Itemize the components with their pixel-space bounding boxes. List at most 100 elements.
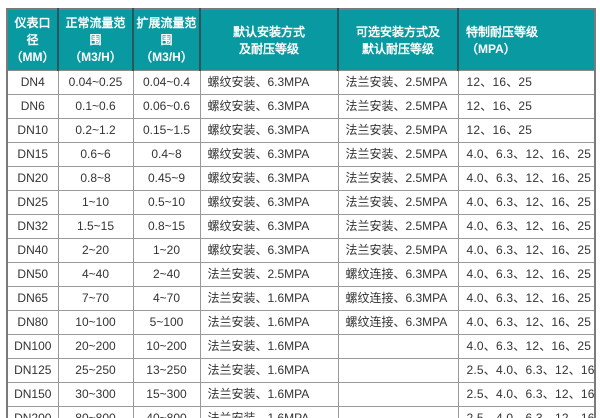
table-row: DN6 0.1~0.6 0.06~0.6 螺纹安装、6.3MPA 法兰安装、2.… — [6, 94, 596, 119]
cell-optional-install — [337, 406, 459, 418]
cell-diameter: DN200 — [6, 406, 59, 418]
cell-diameter: DN100 — [6, 334, 59, 359]
cell-diameter: DN125 — [6, 358, 59, 383]
table-row: DN200 80~800 40~800 法兰安装、1.6MPA 2.5、4.0、… — [6, 406, 596, 418]
cell-default-install: 螺纹安装、6.3MPA — [199, 70, 339, 95]
table-row: DN10 0.2~1.2 0.15~1.5 螺纹安装、6.3MPA 法兰安装、2… — [6, 118, 596, 143]
cell-optional-install: 螺纹连接、6.3MPA — [337, 262, 459, 287]
cell-extended-range: 0.15~1.5 — [132, 118, 201, 143]
cell-diameter: DN40 — [6, 238, 59, 263]
table-body: DN4 0.04~0.25 0.04~0.4 螺纹安装、6.3MPA 法兰安装、… — [6, 70, 596, 418]
cell-extended-range: 0.45~9 — [132, 166, 201, 191]
table-row: DN50 4~40 2~40 法兰安装、2.5MPA 螺纹连接、6.3MPA 4… — [6, 262, 596, 287]
cell-default-install: 法兰安装、1.6MPA — [199, 382, 339, 407]
cell-diameter: DN50 — [6, 262, 59, 287]
cell-optional-install — [337, 358, 459, 383]
table-row: DN65 7~70 4~70 法兰安装、1.6MPA 螺纹连接、6.3MPA 4… — [6, 286, 596, 311]
cell-special-pressure: 4.0、6.3、12、16、25 — [457, 310, 596, 335]
table-row: DN4 0.04~0.25 0.04~0.4 螺纹安装、6.3MPA 法兰安装、… — [6, 70, 596, 95]
cell-extended-range: 0.4~8 — [132, 142, 201, 167]
col-header-diameter-line2: （MM） — [10, 50, 55, 64]
cell-diameter: DN6 — [6, 94, 59, 119]
table-row: DN25 1~10 0.5~10 螺纹安装、6.3MPA 法兰安装、2.5MPA… — [6, 190, 596, 215]
cell-optional-install: 法兰安装、2.5MPA — [337, 142, 459, 167]
col-header-extended-range: 扩展流量范围 （M3/H） — [132, 9, 200, 71]
cell-default-install: 螺纹安装、6.3MPA — [199, 190, 339, 215]
cell-extended-range: 0.06~0.6 — [132, 94, 201, 119]
cell-default-install: 螺纹安装、6.3MPA — [199, 118, 339, 143]
cell-special-pressure: 12、16、25 — [457, 94, 596, 119]
cell-special-pressure: 2.5、4.0、6.3、12、16 — [457, 382, 596, 407]
cell-optional-install — [337, 382, 459, 407]
cell-diameter: DN150 — [6, 382, 59, 407]
cell-extended-range: 5~100 — [132, 310, 201, 335]
col-header-optional-install-line1: 可选安装方式及 — [355, 24, 440, 39]
cell-optional-install: 法兰安装、2.5MPA — [337, 94, 459, 119]
cell-optional-install: 法兰安装、2.5MPA — [337, 166, 459, 191]
cell-extended-range: 13~250 — [132, 358, 201, 383]
col-header-default-install-line1: 默认安装方式 — [232, 24, 305, 39]
cell-default-install: 法兰安装、2.5MPA — [199, 262, 339, 287]
cell-optional-install: 螺纹连接、6.3MPA — [337, 286, 459, 311]
cell-normal-range: 80~800 — [57, 406, 134, 418]
cell-normal-range: 2~20 — [57, 238, 134, 263]
cell-normal-range: 25~250 — [57, 358, 134, 383]
col-header-special-pressure-line1: 特制耐压等级 — [466, 24, 539, 39]
cell-normal-range: 10~100 — [57, 310, 134, 335]
cell-special-pressure: 4.0、6.3、12、16、25 — [457, 214, 596, 239]
cell-normal-range: 7~70 — [57, 286, 134, 311]
cell-normal-range: 0.8~8 — [57, 166, 134, 191]
flow-meter-spec-table: 仪表口径 （MM） 正常流量范围 （M3/H） 扩展流量范围 （M3/H） 默认… — [6, 8, 596, 418]
cell-normal-range: 0.1~0.6 — [57, 94, 134, 119]
cell-diameter: DN10 — [6, 118, 59, 143]
cell-normal-range: 1~10 — [57, 190, 134, 215]
cell-optional-install: 法兰安装、2.5MPA — [337, 118, 459, 143]
table-row: DN15 0.6~6 0.4~8 螺纹安装、6.3MPA 法兰安装、2.5MPA… — [6, 142, 596, 167]
cell-special-pressure: 4.0、6.3、12、16、25 — [457, 286, 596, 311]
cell-extended-range: 2~40 — [132, 262, 201, 287]
cell-normal-range: 0.2~1.2 — [57, 118, 134, 143]
col-header-default-install: 默认安装方式 及耐压等级 — [199, 9, 338, 71]
cell-extended-range: 40~800 — [132, 406, 201, 418]
cell-diameter: DN15 — [6, 142, 59, 167]
col-header-special-pressure-line2: （MPA） — [466, 41, 516, 56]
cell-default-install: 螺纹安装、6.3MPA — [199, 238, 339, 263]
col-header-extended-range-line2: （M3/H） — [140, 50, 193, 64]
cell-extended-range: 1~20 — [132, 238, 201, 263]
cell-default-install: 法兰安装、1.6MPA — [199, 334, 339, 359]
table-row: DN80 10~100 5~100 法兰安装、1.6MPA 螺纹连接、6.3MP… — [6, 310, 596, 335]
cell-normal-range: 4~40 — [57, 262, 134, 287]
cell-special-pressure: 4.0、6.3、12、16、25 — [457, 262, 596, 287]
cell-special-pressure: 4.0、6.3、12、16、25 — [457, 166, 596, 191]
cell-default-install: 法兰安装、1.6MPA — [199, 310, 339, 335]
table-row: DN20 0.8~8 0.45~9 螺纹安装、6.3MPA 法兰安装、2.5MP… — [6, 166, 596, 191]
cell-diameter: DN80 — [6, 310, 59, 335]
header-row: 仪表口径 （MM） 正常流量范围 （M3/H） 扩展流量范围 （M3/H） 默认… — [7, 9, 595, 71]
table-row: DN100 20~200 10~200 法兰安装、1.6MPA 4.0、6.3、… — [6, 334, 596, 359]
cell-optional-install — [337, 334, 459, 359]
cell-diameter: DN32 — [6, 214, 59, 239]
col-header-diameter-line1: 仪表口径 — [14, 16, 51, 47]
cell-extended-range: 4~70 — [132, 286, 201, 311]
col-header-special-pressure: 特制耐压等级 （MPA） — [457, 9, 595, 71]
cell-diameter: DN20 — [6, 166, 59, 191]
cell-default-install: 螺纹安装、6.3MPA — [199, 94, 339, 119]
cell-default-install: 螺纹安装、6.3MPA — [199, 214, 339, 239]
cell-extended-range: 0.04~0.4 — [132, 70, 201, 95]
table-row: DN32 1.5~15 0.8~15 螺纹安装、6.3MPA 法兰安装、2.5M… — [6, 214, 596, 239]
table-row: DN40 2~20 1~20 螺纹安装、6.3MPA 法兰安装、2.5MPA 4… — [6, 238, 596, 263]
col-header-diameter: 仪表口径 （MM） — [7, 9, 58, 71]
cell-default-install: 螺纹安装、6.3MPA — [199, 142, 339, 167]
cell-optional-install: 法兰安装、2.5MPA — [337, 190, 459, 215]
cell-diameter: DN25 — [6, 190, 59, 215]
cell-special-pressure: 4.0、6.3、12、16、25 — [457, 334, 596, 359]
cell-default-install: 法兰安装、1.6MPA — [199, 406, 339, 418]
cell-extended-range: 15~300 — [132, 382, 201, 407]
cell-optional-install: 法兰安装、2.5MPA — [337, 214, 459, 239]
table-header: 仪表口径 （MM） 正常流量范围 （M3/H） 扩展流量范围 （M3/H） 默认… — [7, 9, 595, 71]
cell-normal-range: 20~200 — [57, 334, 134, 359]
cell-default-install: 法兰安装、1.6MPA — [199, 358, 339, 383]
col-header-normal-range-line1: 正常流量范围 — [65, 16, 126, 47]
cell-special-pressure: 2.5、4.0、6.3、12、16 — [457, 406, 596, 418]
